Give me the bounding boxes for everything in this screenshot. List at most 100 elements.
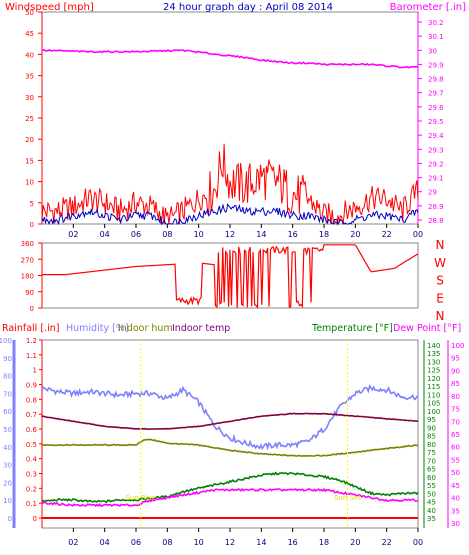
time-tick-label: 12 bbox=[225, 230, 235, 239]
time-tick-label: 00 bbox=[413, 538, 423, 547]
compass-label: N bbox=[436, 309, 445, 323]
time-tick-label: 10 bbox=[194, 538, 204, 547]
humidity-tick-label: 20 bbox=[3, 479, 12, 487]
indoor-hum-series-line bbox=[41, 438, 419, 457]
dewpoint-tick-label: 80 bbox=[451, 393, 460, 401]
temperature-tick-label: 85 bbox=[427, 433, 436, 441]
humidity-tick-label: 80 bbox=[3, 373, 12, 381]
direction-tick-label: 180 bbox=[21, 273, 34, 281]
temperature-tick-label: 70 bbox=[427, 457, 436, 465]
rainfall-tick-label: 0 bbox=[33, 515, 37, 523]
humidity-tick-label: 30 bbox=[3, 462, 12, 470]
time-tick-label: 12 bbox=[225, 538, 235, 547]
time-tick-label: 08 bbox=[162, 538, 172, 547]
windspeed-series-line bbox=[41, 203, 419, 226]
panel-3-left-title: Indoor hum bbox=[118, 323, 173, 334]
barometer-tick-label: 29.6 bbox=[428, 104, 444, 112]
humidity-tick-label: 0 bbox=[8, 515, 12, 523]
wind-tick-label: 10 bbox=[25, 179, 34, 187]
humidity-tick-label: 70 bbox=[3, 390, 12, 398]
temperature-axis-title: Temperature [°F] bbox=[311, 323, 393, 334]
panel-3-frame bbox=[41, 339, 419, 529]
compass-label: N bbox=[436, 238, 445, 252]
temperature-tick-label: 130 bbox=[427, 358, 440, 366]
barometer-tick-label: 29.5 bbox=[428, 118, 444, 126]
dewpoint-axis-title: Dew Point [°F] bbox=[393, 323, 461, 334]
rainfall-tick-label: 0.4 bbox=[26, 456, 38, 464]
dew-point-series-line bbox=[41, 487, 419, 508]
wind-tick-label: 25 bbox=[25, 115, 34, 123]
time-tick-label: 00 bbox=[413, 230, 423, 239]
temperature-tick-label: 95 bbox=[427, 416, 436, 424]
temperature-tick-label: 125 bbox=[427, 367, 440, 375]
barometer-tick-label: 29.1 bbox=[428, 175, 444, 183]
time-tick-label: 06 bbox=[131, 538, 141, 547]
temperature-series-line bbox=[41, 471, 419, 504]
humidity-tick-label: 100 bbox=[0, 337, 12, 345]
humidity-tick-label: 60 bbox=[3, 408, 12, 416]
time-tick-label: 06 bbox=[131, 230, 141, 239]
temperature-tick-label: 75 bbox=[427, 449, 436, 457]
wind-tick-label: 0 bbox=[30, 221, 34, 229]
barometer-tick-label: 30.1 bbox=[428, 33, 444, 41]
temperature-tick-label: 105 bbox=[427, 400, 440, 408]
direction-tick-label: 90 bbox=[25, 289, 34, 297]
time-tick-label: 22 bbox=[382, 538, 392, 547]
dewpoint-tick-label: 95 bbox=[451, 355, 460, 363]
indoor-temp-series-line bbox=[41, 412, 419, 430]
wind-tick-label: 50 bbox=[25, 9, 34, 17]
dewpoint-tick-label: 75 bbox=[451, 406, 460, 414]
compass-label: W bbox=[434, 256, 446, 270]
humidity-tick-label: 40 bbox=[3, 444, 12, 452]
temperature-tick-label: 90 bbox=[427, 424, 436, 432]
time-tick-label: 16 bbox=[288, 230, 298, 239]
time-tick-label: 22 bbox=[382, 230, 392, 239]
temperature-tick-label: 120 bbox=[427, 375, 440, 383]
wind-direction-series-line bbox=[42, 244, 419, 309]
temperature-tick-label: 110 bbox=[427, 391, 440, 399]
humidity-tick-label: 90 bbox=[3, 355, 12, 363]
time-tick-label: 14 bbox=[256, 230, 266, 239]
time-tick-label: 20 bbox=[350, 538, 360, 547]
temperature-tick-label: 80 bbox=[427, 441, 436, 449]
temperature-tick-label: 135 bbox=[427, 350, 440, 358]
temperature-tick-label: 40 bbox=[427, 507, 436, 515]
time-tick-label: 04 bbox=[100, 538, 110, 547]
barometer-tick-label: 30.2 bbox=[428, 19, 444, 27]
time-tick-label: 04 bbox=[100, 230, 110, 239]
dewpoint-tick-label: 55 bbox=[451, 456, 460, 464]
dewpoint-tick-label: 90 bbox=[451, 367, 460, 375]
time-tick-label: 08 bbox=[162, 230, 172, 239]
temperature-tick-label: 45 bbox=[427, 499, 436, 507]
rainfall-tick-label: 0.5 bbox=[26, 441, 37, 449]
time-tick-label: 16 bbox=[288, 538, 298, 547]
rainfall-tick-label: 0.7 bbox=[26, 411, 37, 419]
wind-gust-series-line bbox=[41, 143, 419, 226]
time-tick-label: 18 bbox=[319, 538, 329, 547]
compass-label: S bbox=[436, 274, 444, 288]
rainfall-tick-label: 0.1 bbox=[26, 500, 37, 508]
humidity-tick-label: 50 bbox=[3, 426, 12, 434]
temperature-tick-label: 35 bbox=[427, 515, 436, 523]
rainfall-tick-label: 0.6 bbox=[26, 426, 38, 434]
panel-3-left-title: Humidity [%] bbox=[66, 323, 129, 334]
barometer-series-line bbox=[41, 49, 419, 69]
sun-event-label: Sun Rise bbox=[126, 494, 156, 502]
dewpoint-tick-label: 40 bbox=[451, 495, 460, 503]
wind-tick-label: 20 bbox=[25, 136, 34, 144]
barometer-tick-label: 28.8 bbox=[428, 217, 444, 225]
barometer-tick-label: 29.3 bbox=[428, 146, 444, 154]
direction-tick-label: 270 bbox=[21, 256, 34, 264]
dewpoint-tick-label: 35 bbox=[451, 507, 460, 515]
sun-event-label: Sun Set bbox=[334, 494, 361, 502]
time-tick-label: 02 bbox=[68, 538, 78, 547]
direction-tick-label: 360 bbox=[21, 240, 34, 248]
barometer-tick-label: 29.4 bbox=[428, 132, 444, 140]
temperature-tick-label: 140 bbox=[427, 342, 440, 350]
barometer-tick-label: 29.9 bbox=[428, 61, 444, 69]
panel-1-frame bbox=[41, 11, 419, 225]
rainfall-tick-label: 0.8 bbox=[26, 396, 37, 404]
temperature-tick-label: 100 bbox=[427, 408, 440, 416]
